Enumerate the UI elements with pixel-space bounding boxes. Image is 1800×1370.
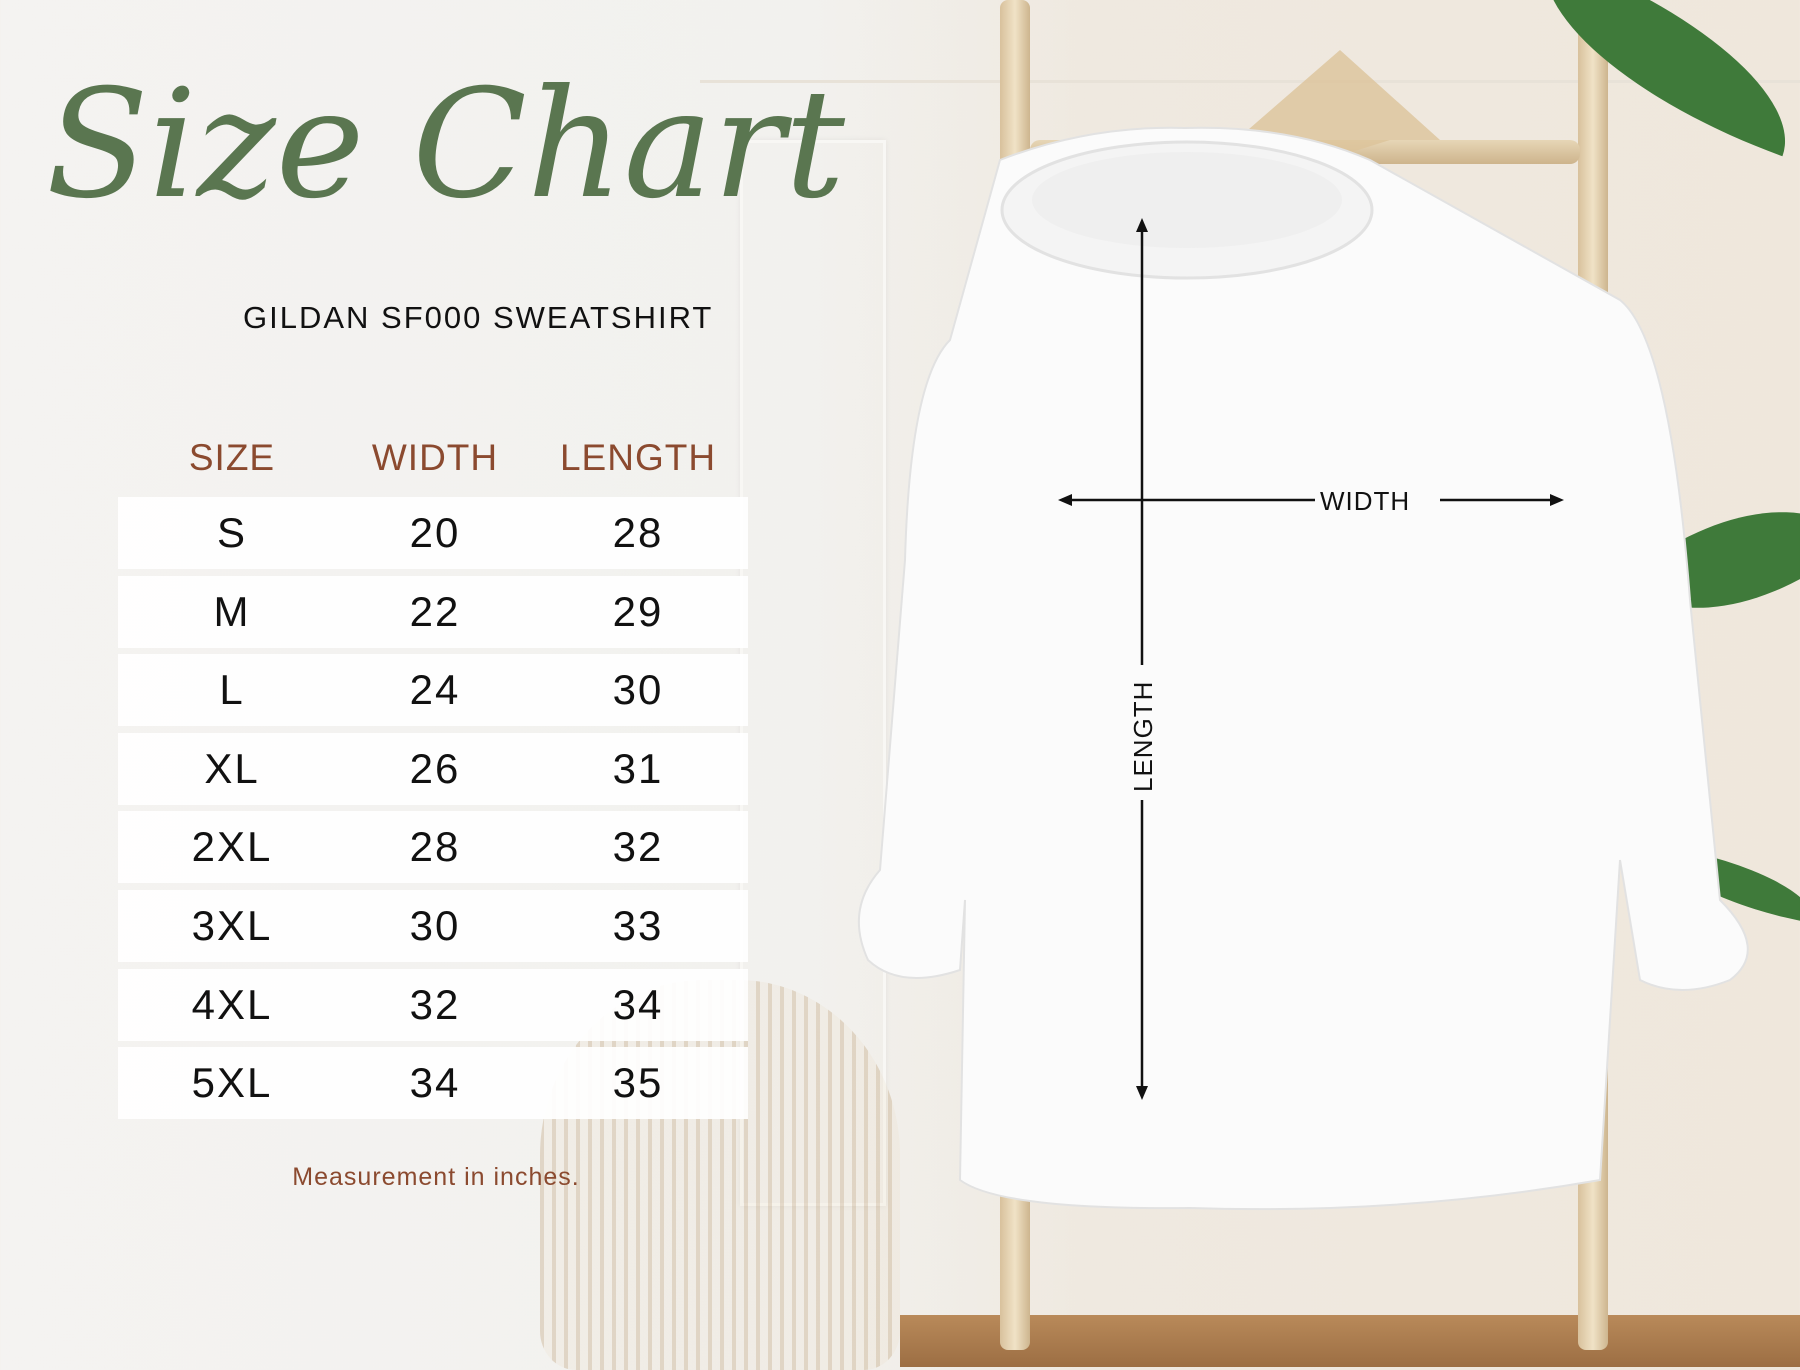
length-cell: 30: [612, 666, 664, 714]
length-cell: 29: [612, 587, 664, 635]
page-subtitle: GILDAN SF000 SWEATSHIRT: [243, 300, 714, 335]
length-cell: 32: [612, 823, 664, 871]
width-cell: 30: [409, 902, 461, 949]
header-width: WIDTH: [371, 437, 499, 478]
wicker-basket: [540, 980, 900, 1370]
length-cell: 28: [612, 509, 664, 556]
width-cell: 22: [409, 587, 461, 635]
page-title: Size Chart: [46, 58, 845, 232]
measurement-note: Measurement in inches.: [292, 1163, 580, 1191]
table-row: M 22 29: [118, 575, 748, 648]
table-row: L 24 30: [118, 654, 748, 727]
width-cell: 32: [409, 980, 461, 1028]
size-cell: L: [219, 666, 245, 714]
length-cell: 33: [612, 902, 664, 949]
size-cell: 3XL: [191, 902, 273, 949]
size-cell: XL: [204, 744, 260, 792]
header-length: LENGTH: [559, 437, 717, 478]
size-cell: 5XL: [191, 1059, 273, 1107]
table-row: 2XL 28 32: [118, 811, 748, 884]
width-cell: 28: [409, 823, 461, 871]
table-row: S 20 28: [118, 497, 748, 569]
width-cell: 20: [409, 509, 461, 556]
wall-molding: [700, 20, 1800, 83]
size-cell: 4XL: [191, 980, 273, 1028]
wood-floor: [900, 1315, 1800, 1367]
header-size: SIZE: [188, 437, 276, 478]
length-cell: 35: [612, 1059, 664, 1107]
width-cell: 24: [409, 666, 461, 714]
width-label: WIDTH: [1320, 486, 1410, 516]
size-cell: M: [213, 587, 251, 635]
table-row: 3XL 30 33: [118, 890, 748, 962]
table-row: 4XL 32 34: [118, 968, 748, 1041]
width-cell: 34: [409, 1059, 461, 1107]
sweatshirt: [857, 126, 1749, 1211]
width-cell: 26: [409, 744, 461, 792]
table-row: XL 26 31: [118, 732, 748, 805]
length-label: LENGTH: [1128, 681, 1158, 792]
length-cell: 31: [612, 744, 664, 792]
length-cell: 34: [612, 980, 664, 1028]
size-cell: 2XL: [191, 823, 273, 871]
table-row: 5XL 34 35: [118, 1047, 748, 1120]
size-cell: S: [216, 509, 248, 556]
